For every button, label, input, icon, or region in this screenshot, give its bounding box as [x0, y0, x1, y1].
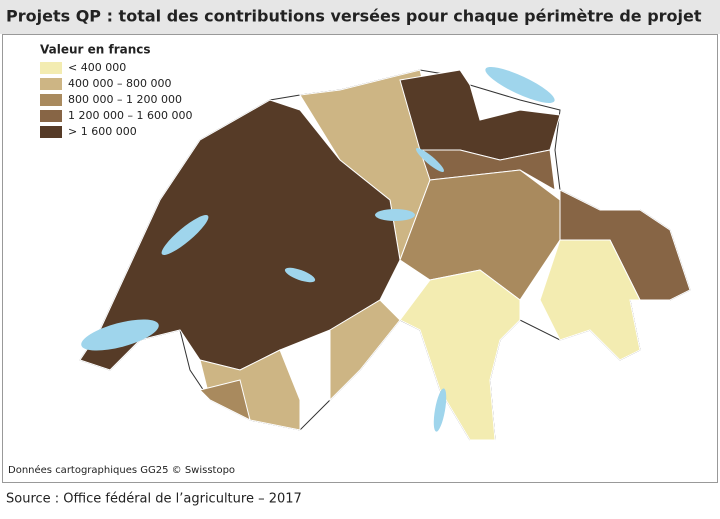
legend-label: > 1 600 000 — [68, 125, 137, 138]
legend-swatch — [40, 62, 62, 74]
legend-title: Valeur en francs — [40, 43, 151, 57]
legend-label: 1 200 000 – 1 600 000 — [68, 109, 192, 122]
lake — [415, 148, 445, 172]
legend-swatch — [40, 126, 62, 138]
lake — [161, 214, 209, 256]
region — [399, 269, 521, 441]
legend-label: < 400 000 — [68, 61, 126, 74]
legend-label: 400 000 – 800 000 — [68, 77, 171, 90]
lake — [375, 209, 415, 221]
map — [79, 69, 691, 441]
title: Projets QP : total des contributions ver… — [6, 7, 702, 26]
header-band — [0, 0, 720, 34]
region — [199, 379, 251, 421]
legend-swatch — [40, 94, 62, 106]
legend-swatch — [40, 78, 62, 90]
lake — [433, 388, 447, 432]
lake — [485, 66, 555, 104]
region — [539, 239, 641, 361]
lakes — [81, 66, 555, 432]
legend-label: 800 000 – 1 200 000 — [68, 93, 182, 106]
lake — [284, 267, 316, 283]
region — [199, 349, 301, 431]
map-credit: Données cartographiques GG25 © Swisstopo — [8, 464, 235, 476]
legend: < 400 000 400 000 – 800 000 800 000 – 1 20… — [40, 61, 192, 138]
region — [329, 299, 401, 402]
source: Source : Office fédéral de l’agriculture… — [6, 492, 302, 507]
lake — [81, 319, 159, 351]
legend-swatch — [40, 110, 62, 122]
